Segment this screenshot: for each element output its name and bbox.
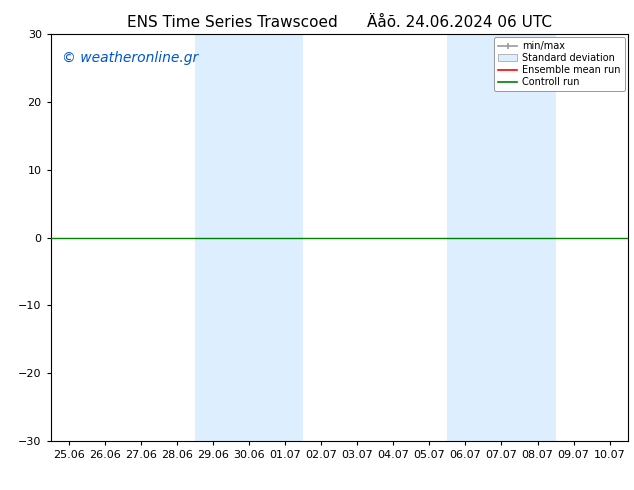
Bar (448, 34, 555, 441)
Legend: min/max, Standard deviation, Ensemble mean run, Controll run: min/max, Standard deviation, Ensemble me… (494, 37, 624, 91)
Title: ENS Time Series Trawscoed      Äåõ. 24.06.2024 06 UTC: ENS Time Series Trawscoed Äåõ. 24.06.202… (127, 15, 552, 30)
Text: © weatheronline.gr: © weatheronline.gr (62, 50, 198, 65)
Bar (195, 34, 303, 441)
